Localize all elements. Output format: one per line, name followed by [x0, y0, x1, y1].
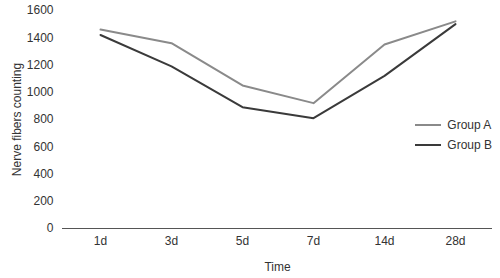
svg-text:28d: 28d	[445, 234, 465, 248]
svg-text:14d: 14d	[374, 234, 394, 248]
svg-text:Time: Time	[264, 260, 291, 274]
svg-text:400: 400	[33, 167, 53, 181]
svg-text:1d: 1d	[94, 234, 107, 248]
html-text:Group B: Group B	[447, 138, 492, 152]
svg-text:Nerve fibers counting: Nerve fibers counting	[10, 63, 24, 176]
svg-text:200: 200	[33, 194, 53, 208]
svg-text:800: 800	[33, 112, 53, 126]
svg-text:1600: 1600	[27, 3, 54, 17]
svg-text:600: 600	[33, 140, 53, 154]
svg-text:7d: 7d	[307, 234, 320, 248]
html-text:Group A: Group A	[447, 118, 492, 132]
svg-text:3d: 3d	[165, 234, 178, 248]
svg-text:1200: 1200	[27, 58, 54, 72]
svg-text:1000: 1000	[27, 85, 54, 99]
svg-text:1400: 1400	[27, 31, 54, 45]
svg-text:0: 0	[47, 221, 54, 235]
svg-text:5d: 5d	[236, 234, 249, 248]
